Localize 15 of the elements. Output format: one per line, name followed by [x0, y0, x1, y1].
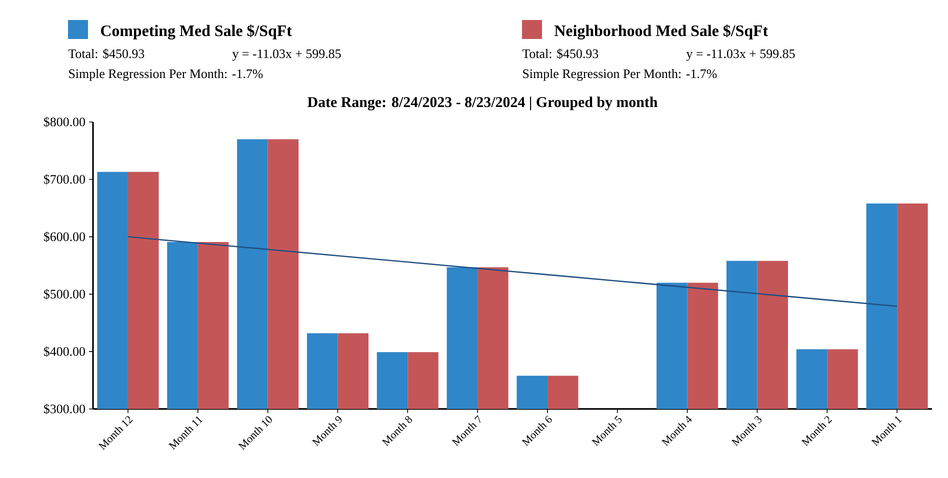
y-tick-label: $800.00: [44, 116, 86, 128]
text: Simple Regression Per Month: -1.7%: [69, 69, 263, 81]
y-tick-label: $600.00: [44, 232, 86, 242]
text: Simple Regression Per Month: -1.7%: [523, 69, 717, 81]
text: y = -11.03x + 599.85: [686, 49, 795, 61]
text: y = -11.03x + 599.85: [232, 49, 341, 61]
chart-title: Date Range: 8/24/2023 - 8/23/2024 | Grouped by month: [308, 96, 658, 110]
legend-label: Competing Med Sale $/SqFt: [100, 24, 292, 40]
y-tick-label: $700.00: [44, 174, 86, 185]
y-tick-label: $400.00: [44, 346, 86, 357]
text: Total: $450.93: [68, 48, 144, 59]
y-tick-label: $300.00: [44, 404, 86, 414]
text: Total: $450.93: [522, 48, 598, 59]
y-tick-label: $500.00: [44, 289, 86, 300]
legend-label: Neighborhood Med Sale $/SqFt: [554, 24, 768, 40]
